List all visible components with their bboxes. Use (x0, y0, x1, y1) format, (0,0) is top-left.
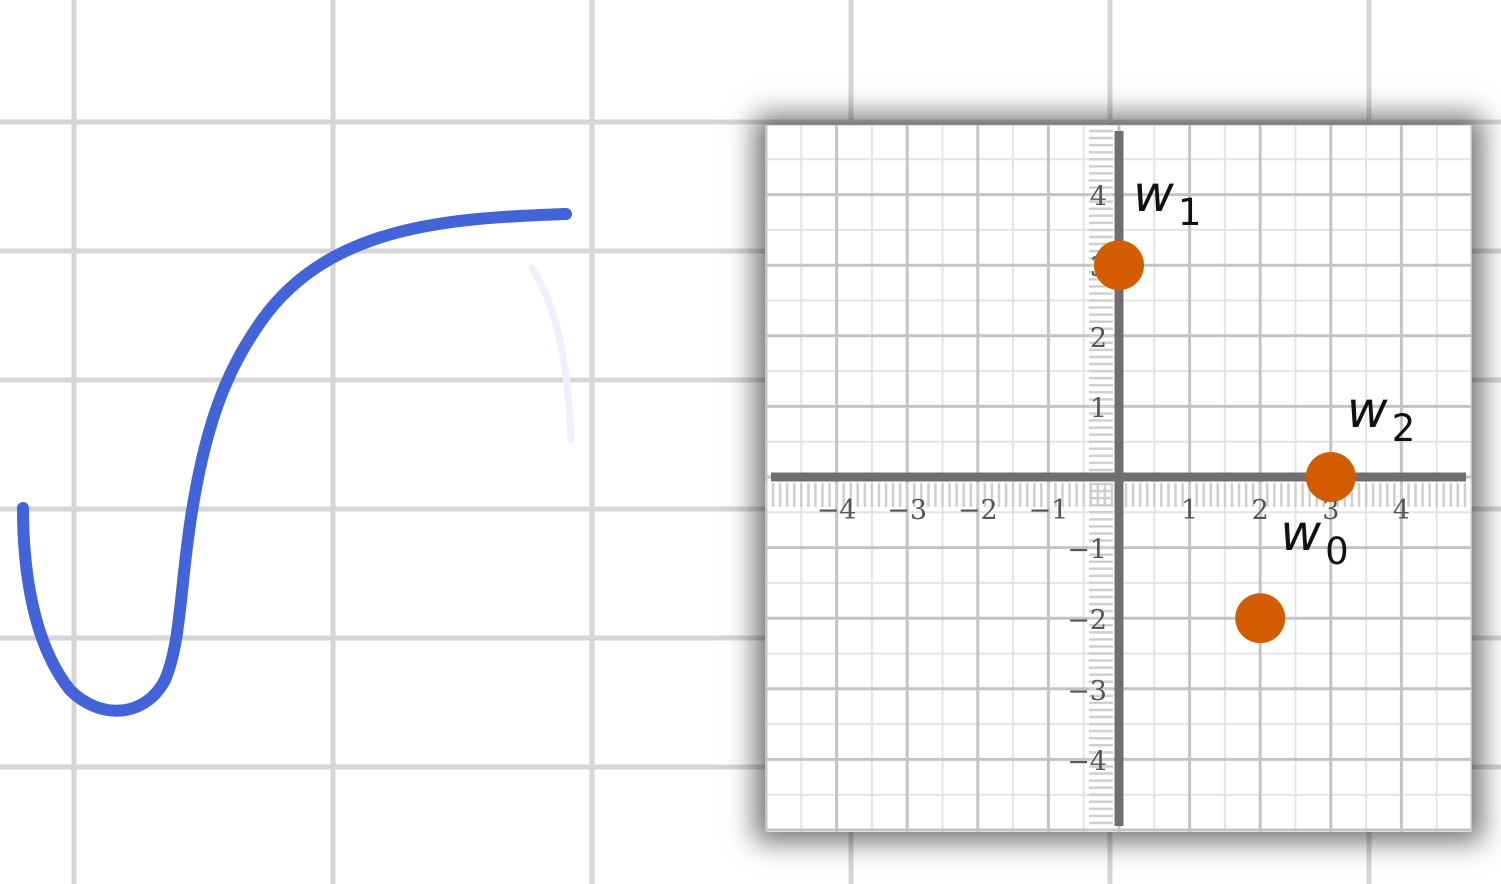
x-tick-labels: −4 −3 −2 −1 1 2 3 4 (817, 495, 1410, 526)
x-tick-label: −1 (1028, 495, 1068, 526)
x-tick-label: −3 (887, 495, 927, 526)
y-tick-label: 2 (1090, 323, 1107, 354)
x-tick-label: −4 (817, 495, 857, 526)
points (1094, 240, 1356, 644)
x-tick-label: 4 (1393, 495, 1410, 526)
coordinate-plot-card[interactable]: −4 −3 −2 −1 1 2 3 4 4 3 2 1 −1 −2 −3 −4 w0 w1 w2 (765, 125, 1472, 832)
x-tick-label: 1 (1181, 495, 1198, 526)
point-labels: w 0 w 1 w 2 (1133, 165, 1415, 573)
y-tick-label: −1 (1067, 535, 1107, 566)
y-tick-label: −3 (1067, 676, 1107, 707)
point-w0[interactable] (1235, 593, 1286, 644)
x-tick-label: 2 (1252, 495, 1269, 526)
x-tick-label: 3 (1322, 495, 1339, 526)
coordinate-plane: −4 −3 −2 −1 1 2 3 4 4 3 2 1 −1 −2 −3 −4 w0 w1 w2 (765, 125, 1472, 832)
y-tick-label: −2 (1067, 605, 1107, 636)
axes (765, 125, 1472, 832)
y-tick-label: −4 (1067, 746, 1107, 777)
y-tick-label: 1 (1090, 393, 1107, 424)
x-tick-label: −2 (958, 495, 998, 526)
point-w2[interactable] (1305, 452, 1356, 502)
y-tick-label: 4 (1090, 182, 1107, 213)
point-w1[interactable] (1094, 240, 1144, 291)
y-tick-labels: 4321−1−2−3−4 (1067, 182, 1107, 778)
